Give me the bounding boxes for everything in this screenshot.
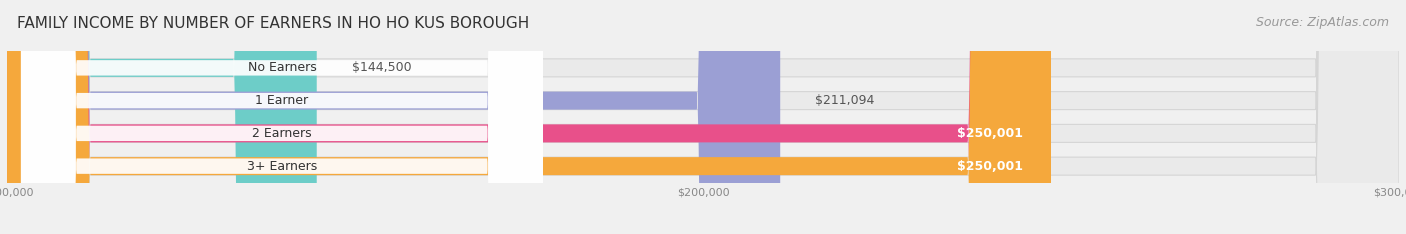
- FancyBboxPatch shape: [7, 0, 1399, 234]
- FancyBboxPatch shape: [21, 0, 543, 234]
- FancyBboxPatch shape: [21, 0, 543, 234]
- Text: $211,094: $211,094: [815, 94, 875, 107]
- Text: $144,500: $144,500: [352, 61, 411, 74]
- Text: No Earners: No Earners: [247, 61, 316, 74]
- Text: $250,001: $250,001: [957, 160, 1024, 173]
- FancyBboxPatch shape: [7, 0, 1052, 234]
- Text: Source: ZipAtlas.com: Source: ZipAtlas.com: [1256, 16, 1389, 29]
- FancyBboxPatch shape: [7, 0, 780, 234]
- FancyBboxPatch shape: [21, 0, 543, 234]
- FancyBboxPatch shape: [7, 0, 316, 234]
- FancyBboxPatch shape: [7, 0, 1399, 234]
- FancyBboxPatch shape: [21, 0, 543, 234]
- FancyBboxPatch shape: [7, 0, 1052, 234]
- Text: 2 Earners: 2 Earners: [252, 127, 312, 140]
- Text: 1 Earner: 1 Earner: [256, 94, 308, 107]
- FancyBboxPatch shape: [7, 0, 1399, 234]
- FancyBboxPatch shape: [7, 0, 1399, 234]
- Text: 3+ Earners: 3+ Earners: [247, 160, 318, 173]
- Text: FAMILY INCOME BY NUMBER OF EARNERS IN HO HO KUS BOROUGH: FAMILY INCOME BY NUMBER OF EARNERS IN HO…: [17, 16, 529, 31]
- Text: $250,001: $250,001: [957, 127, 1024, 140]
